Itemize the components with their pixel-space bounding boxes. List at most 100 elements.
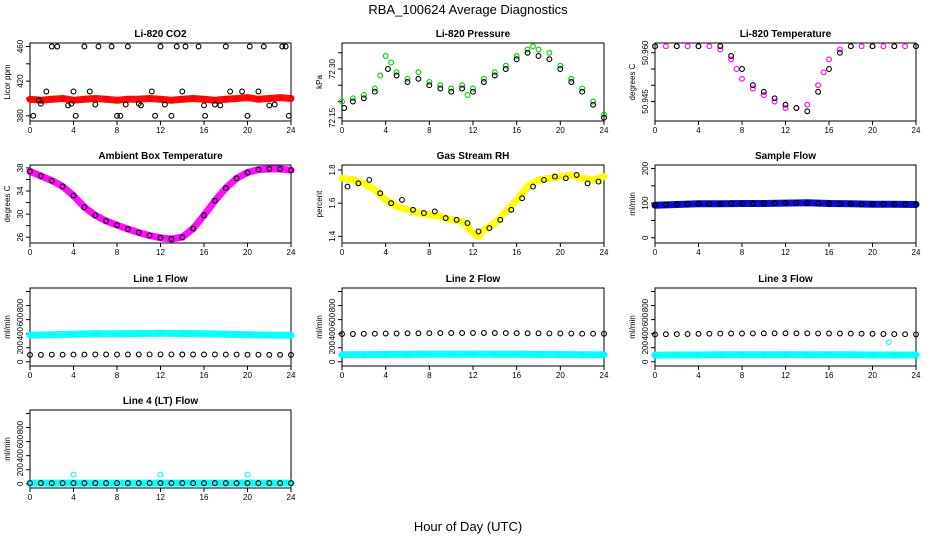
x-tick-label: 12 <box>469 126 478 135</box>
data-point <box>70 192 77 199</box>
data-point <box>815 330 822 337</box>
panel-title: Line 4 (LT) Flow <box>123 396 199 407</box>
data-point <box>437 85 444 92</box>
data-point <box>266 480 273 487</box>
panel-6: Sample Flow ml/min 0 4 8 12 16 20 24 0 100 200 <box>628 151 921 257</box>
data-point <box>502 330 509 337</box>
x-tick-label: 4 <box>383 371 388 380</box>
data-point <box>201 351 207 358</box>
data-point <box>470 85 476 92</box>
data-point <box>366 176 373 183</box>
data-point <box>146 480 153 487</box>
data-point <box>255 166 262 173</box>
data-point <box>338 175 346 182</box>
data-point <box>568 330 575 337</box>
series-band <box>26 165 295 243</box>
data-point <box>377 72 384 79</box>
data-point <box>404 351 411 358</box>
data-point <box>739 330 745 337</box>
y-tick-label: 100 <box>641 196 650 210</box>
y-tick-label: 200 <box>641 161 650 175</box>
data-point <box>179 480 186 487</box>
data-point <box>341 105 348 111</box>
x-tick-label: 4 <box>696 248 701 257</box>
panel-title: Li-820 CO2 <box>134 29 187 40</box>
x-tick-label: 24 <box>912 371 921 380</box>
data-point <box>804 108 811 115</box>
data-point <box>43 88 50 95</box>
data-point <box>426 82 433 89</box>
data-point <box>266 331 273 339</box>
series-3 <box>885 339 892 346</box>
data-point <box>590 101 597 108</box>
data-point <box>880 201 887 208</box>
data-point <box>339 331 345 337</box>
data-point <box>349 176 357 184</box>
x-tick-label: 4 <box>696 371 701 380</box>
data-point <box>717 200 724 207</box>
x-tick-label: 0 <box>340 371 345 380</box>
series-1 <box>26 165 295 243</box>
y-axis-label: ml/min <box>3 315 12 339</box>
x-tick-label: 16 <box>200 248 209 257</box>
data-point <box>201 212 207 219</box>
data-point <box>182 43 189 50</box>
data-point <box>161 101 168 108</box>
data-point <box>804 351 811 358</box>
data-point <box>148 88 155 95</box>
data-point <box>371 186 378 194</box>
data-point <box>92 351 99 358</box>
plot-frame <box>29 164 292 244</box>
data-point <box>81 96 88 103</box>
data-point <box>201 480 207 487</box>
data-point <box>393 330 400 337</box>
x-tick-label: 12 <box>781 248 790 257</box>
data-point <box>524 330 531 337</box>
x-tick-label: 12 <box>156 126 165 135</box>
data-point <box>227 88 234 95</box>
data-point <box>913 331 919 338</box>
data-point <box>546 330 553 337</box>
data-point <box>913 43 919 50</box>
data-point <box>804 101 811 108</box>
x-tick-label: 0 <box>340 126 345 135</box>
data-point <box>475 233 482 240</box>
data-point <box>739 200 745 207</box>
data-point <box>420 210 427 217</box>
y-tick-label: 34 <box>16 186 25 195</box>
data-point <box>168 236 175 242</box>
data-point <box>491 219 498 227</box>
x-tick-label: 8 <box>427 126 432 135</box>
data-point <box>662 201 669 208</box>
data-point <box>546 56 553 63</box>
figure-xlabel: Hour of Day (UTC) <box>414 519 522 534</box>
data-point <box>652 43 658 50</box>
data-point <box>246 43 253 50</box>
data-point <box>662 43 669 50</box>
data-point <box>579 88 586 95</box>
data-point <box>157 96 164 103</box>
data-point <box>847 330 854 337</box>
plot-frame <box>29 42 292 122</box>
data-point <box>114 222 120 229</box>
data-point <box>480 75 487 82</box>
data-point <box>437 213 444 220</box>
x-tick-label: 12 <box>469 371 478 380</box>
data-point <box>152 112 159 119</box>
y-tick-label: 200 <box>16 341 25 355</box>
data-point <box>480 226 488 233</box>
data-point <box>371 88 378 95</box>
series-1 <box>651 351 920 359</box>
data-point <box>190 225 197 232</box>
data-point <box>233 175 240 182</box>
data-point <box>349 331 356 337</box>
data-point <box>200 96 208 103</box>
data-point <box>282 43 289 50</box>
data-point <box>415 330 422 337</box>
data-point <box>266 95 273 102</box>
data-point <box>189 95 197 102</box>
y-tick-label: 460 <box>16 39 25 53</box>
series-2 <box>27 480 294 487</box>
plot-frame <box>29 287 292 367</box>
data-point <box>826 56 832 63</box>
